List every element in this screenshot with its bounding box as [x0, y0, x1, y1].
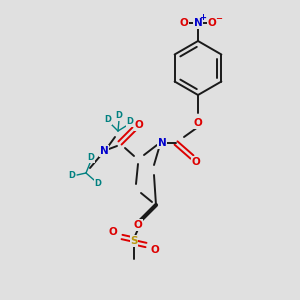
Text: D: D: [88, 154, 94, 163]
Text: O: O: [180, 18, 188, 28]
Text: D: D: [94, 179, 101, 188]
Text: O: O: [192, 157, 200, 167]
Text: O: O: [208, 18, 216, 28]
Text: S: S: [130, 236, 138, 246]
Text: D: D: [68, 170, 76, 179]
Text: D: D: [127, 118, 134, 127]
Text: N: N: [100, 146, 108, 156]
Text: O: O: [134, 220, 142, 230]
Text: O: O: [109, 227, 117, 237]
Text: N: N: [194, 18, 202, 28]
Text: D: D: [104, 116, 112, 124]
Text: O: O: [151, 245, 159, 255]
Text: O: O: [194, 118, 202, 128]
Text: D: D: [116, 112, 122, 121]
Text: +: +: [200, 14, 206, 22]
Text: −: −: [215, 14, 223, 23]
Text: O: O: [135, 120, 143, 130]
Text: N: N: [158, 138, 166, 148]
